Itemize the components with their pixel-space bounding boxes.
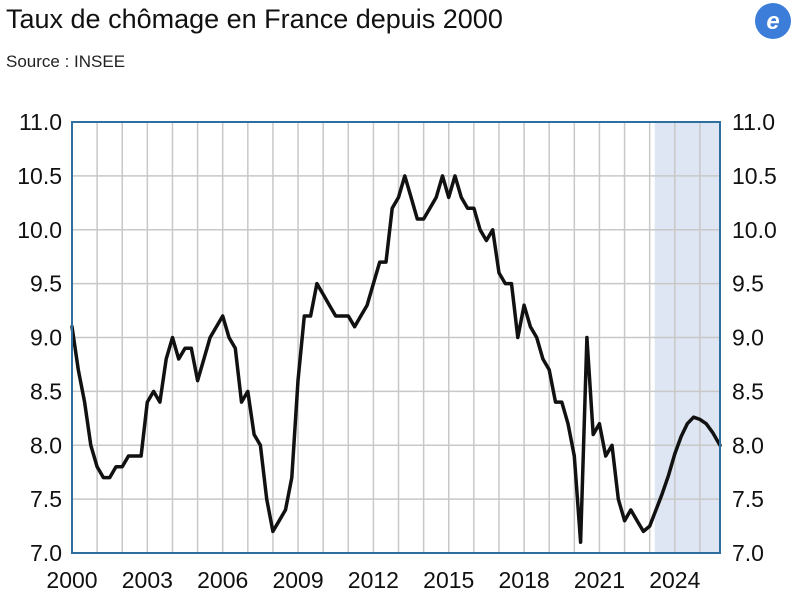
y-tick-label-left: 10.0 xyxy=(17,217,62,243)
x-tick-label: 2024 xyxy=(649,567,700,593)
page-title: Taux de chômage en France depuis 2000 xyxy=(6,4,503,34)
x-tick-label: 2015 xyxy=(423,567,474,593)
e-logo-icon: e xyxy=(755,3,791,39)
y-tick-label-right: 9.5 xyxy=(732,271,764,297)
y-tick-label-right: 7.5 xyxy=(732,486,764,512)
y-tick-label-right: 7.0 xyxy=(732,540,764,566)
x-tick-label: 2018 xyxy=(499,567,550,593)
y-tick-label-left: 10.5 xyxy=(17,163,62,189)
y-tick-label-right: 10.0 xyxy=(732,217,777,243)
y-tick-label-right: 11.0 xyxy=(732,109,775,135)
x-tick-label: 2006 xyxy=(197,567,248,593)
y-tick-label-right: 8.0 xyxy=(732,432,764,458)
y-tick-label-left: 9.0 xyxy=(30,325,62,351)
source-label: Source : INSEE xyxy=(6,52,126,71)
y-tick-label-left: 7.5 xyxy=(30,486,62,512)
y-tick-label-right: 10.5 xyxy=(732,163,777,189)
plot-frame xyxy=(71,121,721,554)
x-tick-label: 2021 xyxy=(574,567,625,593)
svg-text:e: e xyxy=(766,8,779,35)
y-tick-label-left: 9.5 xyxy=(30,271,62,297)
y-tick-label-left: 8.0 xyxy=(30,432,62,458)
y-tick-label-right: 9.0 xyxy=(732,325,764,351)
y-tick-label-left: 11.0 xyxy=(19,109,62,135)
x-tick-label: 2009 xyxy=(272,567,323,593)
series-line-0 xyxy=(70,174,722,544)
y-tick-label-left: 7.0 xyxy=(30,540,62,566)
x-tick-label: 2012 xyxy=(348,567,399,593)
x-tick-label: 2000 xyxy=(46,567,97,593)
x-tick-label: 2003 xyxy=(122,567,173,593)
y-tick-label-right: 8.5 xyxy=(732,378,764,404)
y-tick-label-left: 8.5 xyxy=(30,378,62,404)
